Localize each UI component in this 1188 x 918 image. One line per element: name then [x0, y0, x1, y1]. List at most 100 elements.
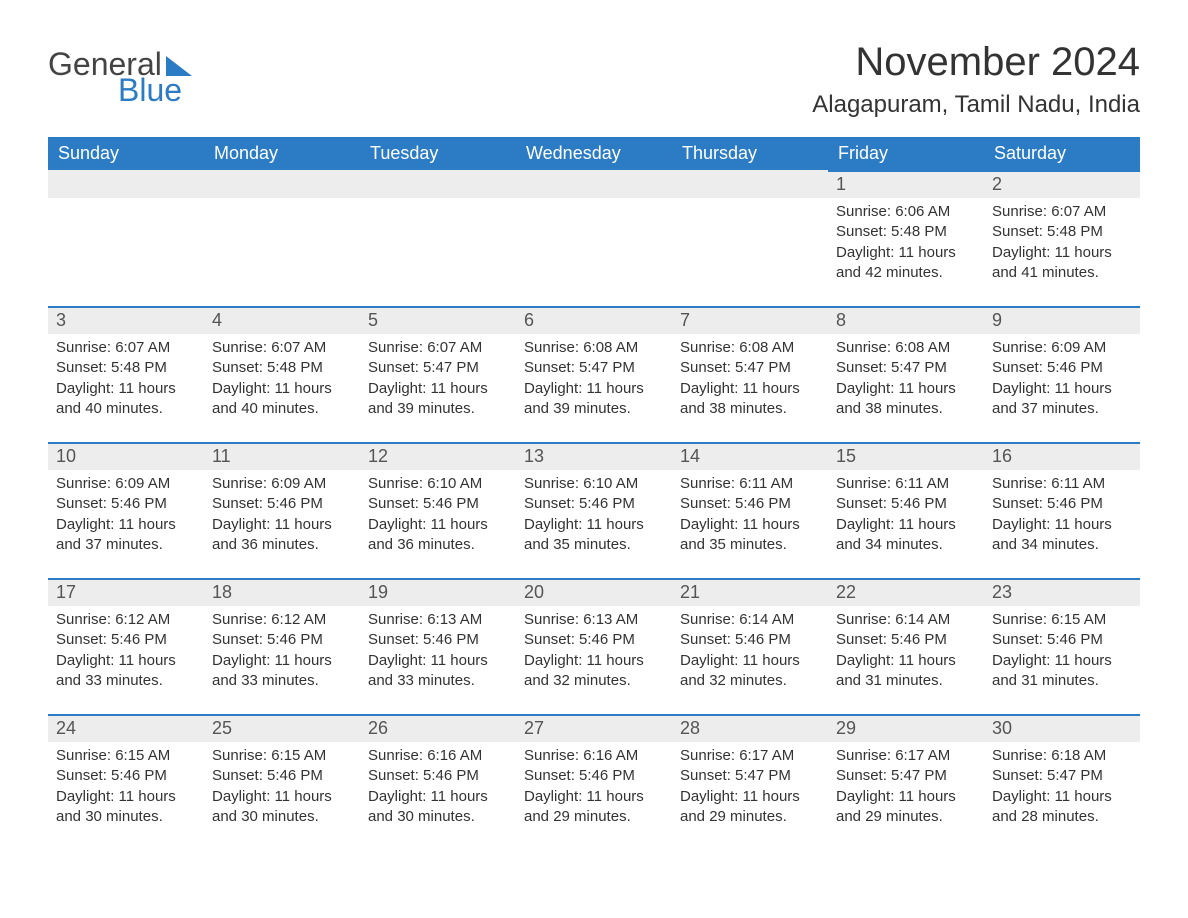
daylight-label: Daylight:: [524, 516, 587, 533]
calendar-cell: 24Sunrise: 6:15 AMSunset: 5:46 PMDayligh…: [48, 714, 204, 850]
sunrise-label: Sunrise:: [524, 339, 583, 356]
calendar-cell: 30Sunrise: 6:18 AMSunset: 5:47 PMDayligh…: [984, 714, 1140, 850]
sunrise-label: Sunrise:: [836, 203, 895, 220]
location-subtitle: Alagapuram, Tamil Nadu, India: [812, 91, 1140, 119]
day-number-bar: 11: [204, 442, 360, 470]
sunset-label: Sunset:: [524, 495, 579, 512]
header: General Blue November 2024 Alagapuram, T…: [48, 40, 1140, 119]
sunrise-value: 6:12 AM: [115, 611, 170, 628]
calendar-week: 17Sunrise: 6:12 AMSunset: 5:46 PMDayligh…: [48, 578, 1140, 714]
sunrise-value: 6:16 AM: [583, 747, 638, 764]
day-body: Sunrise: 6:07 AMSunset: 5:47 PMDaylight:…: [360, 334, 516, 427]
daylight-label: Daylight:: [524, 788, 587, 805]
calendar-cell: 4Sunrise: 6:07 AMSunset: 5:48 PMDaylight…: [204, 306, 360, 442]
calendar-cell: 20Sunrise: 6:13 AMSunset: 5:46 PMDayligh…: [516, 578, 672, 714]
day-body: Sunrise: 6:15 AMSunset: 5:46 PMDaylight:…: [48, 742, 204, 835]
day-number-bar: 20: [516, 578, 672, 606]
sunset-value: 5:47 PM: [891, 767, 947, 784]
sunset-value: 5:46 PM: [111, 767, 167, 784]
calendar-week: 10Sunrise: 6:09 AMSunset: 5:46 PMDayligh…: [48, 442, 1140, 578]
sunset-label: Sunset:: [836, 495, 891, 512]
sunrise-label: Sunrise:: [368, 611, 427, 628]
day-number-bar: 30: [984, 714, 1140, 742]
sunset-value: 5:46 PM: [1047, 359, 1103, 376]
sunrise-label: Sunrise:: [212, 475, 271, 492]
day-body: Sunrise: 6:16 AMSunset: 5:46 PMDaylight:…: [516, 742, 672, 835]
sunset-label: Sunset:: [212, 631, 267, 648]
sunrise-label: Sunrise:: [680, 339, 739, 356]
calendar-body: 1Sunrise: 6:06 AMSunset: 5:48 PMDaylight…: [48, 170, 1140, 850]
day-body: Sunrise: 6:08 AMSunset: 5:47 PMDaylight:…: [828, 334, 984, 427]
daylight-label: Daylight:: [56, 788, 119, 805]
calendar-cell: 18Sunrise: 6:12 AMSunset: 5:46 PMDayligh…: [204, 578, 360, 714]
daylight-label: Daylight:: [680, 788, 743, 805]
calendar-cell: 11Sunrise: 6:09 AMSunset: 5:46 PMDayligh…: [204, 442, 360, 578]
sunrise-label: Sunrise:: [56, 747, 115, 764]
sunset-value: 5:48 PM: [1047, 223, 1103, 240]
sunset-label: Sunset:: [836, 631, 891, 648]
sunset-label: Sunset:: [212, 495, 267, 512]
sunrise-label: Sunrise:: [680, 611, 739, 628]
day-body: Sunrise: 6:07 AMSunset: 5:48 PMDaylight:…: [204, 334, 360, 427]
daylight-label: Daylight:: [992, 788, 1055, 805]
sunset-label: Sunset:: [56, 631, 111, 648]
calendar-cell: 12Sunrise: 6:10 AMSunset: 5:46 PMDayligh…: [360, 442, 516, 578]
sunset-label: Sunset:: [368, 631, 423, 648]
sunset-label: Sunset:: [524, 359, 579, 376]
calendar-cell: [360, 170, 516, 306]
sunset-value: 5:46 PM: [735, 631, 791, 648]
sunset-label: Sunset:: [56, 767, 111, 784]
daylight-label: Daylight:: [368, 788, 431, 805]
sunrise-value: 6:17 AM: [739, 747, 794, 764]
day-header: Sunday: [48, 137, 204, 170]
sunset-label: Sunset:: [368, 359, 423, 376]
daylight-label: Daylight:: [368, 652, 431, 669]
calendar-cell: 27Sunrise: 6:16 AMSunset: 5:46 PMDayligh…: [516, 714, 672, 850]
sunrise-value: 6:07 AM: [115, 339, 170, 356]
day-number-bar: [360, 170, 516, 198]
day-number-bar: 5: [360, 306, 516, 334]
day-number-bar: 23: [984, 578, 1140, 606]
sunrise-label: Sunrise:: [992, 475, 1051, 492]
sunset-label: Sunset:: [992, 495, 1047, 512]
sunset-label: Sunset:: [56, 495, 111, 512]
daylight-label: Daylight:: [368, 380, 431, 397]
sunrise-label: Sunrise:: [56, 475, 115, 492]
calendar-cell: 5Sunrise: 6:07 AMSunset: 5:47 PMDaylight…: [360, 306, 516, 442]
sunrise-label: Sunrise:: [212, 747, 271, 764]
sunrise-label: Sunrise:: [680, 475, 739, 492]
sunset-value: 5:46 PM: [579, 495, 635, 512]
day-body: Sunrise: 6:06 AMSunset: 5:48 PMDaylight:…: [828, 198, 984, 291]
sunset-label: Sunset:: [680, 767, 735, 784]
day-number-bar: 14: [672, 442, 828, 470]
calendar-cell: 28Sunrise: 6:17 AMSunset: 5:47 PMDayligh…: [672, 714, 828, 850]
day-number-bar: 24: [48, 714, 204, 742]
calendar-cell: 9Sunrise: 6:09 AMSunset: 5:46 PMDaylight…: [984, 306, 1140, 442]
daylight-label: Daylight:: [992, 380, 1055, 397]
sunset-value: 5:46 PM: [891, 631, 947, 648]
sunrise-value: 6:07 AM: [1051, 203, 1106, 220]
day-number-bar: 13: [516, 442, 672, 470]
day-number-bar: 7: [672, 306, 828, 334]
day-body: Sunrise: 6:16 AMSunset: 5:46 PMDaylight:…: [360, 742, 516, 835]
sunrise-label: Sunrise:: [836, 747, 895, 764]
sunrise-value: 6:18 AM: [1051, 747, 1106, 764]
day-number-bar: 12: [360, 442, 516, 470]
sunrise-label: Sunrise:: [524, 611, 583, 628]
sunrise-value: 6:10 AM: [583, 475, 638, 492]
day-body: Sunrise: 6:17 AMSunset: 5:47 PMDaylight:…: [672, 742, 828, 835]
day-number-bar: 21: [672, 578, 828, 606]
sunset-value: 5:48 PM: [111, 359, 167, 376]
brand-text-2: Blue: [118, 74, 192, 106]
sunset-label: Sunset:: [680, 359, 735, 376]
sunrise-value: 6:06 AM: [895, 203, 950, 220]
day-number-bar: 10: [48, 442, 204, 470]
daylight-label: Daylight:: [212, 380, 275, 397]
day-body: Sunrise: 6:07 AMSunset: 5:48 PMDaylight:…: [984, 198, 1140, 291]
sunrise-label: Sunrise:: [524, 475, 583, 492]
calendar-cell: [204, 170, 360, 306]
day-number-bar: 2: [984, 170, 1140, 198]
day-number-bar: [516, 170, 672, 198]
calendar-cell: 2Sunrise: 6:07 AMSunset: 5:48 PMDaylight…: [984, 170, 1140, 306]
sunrise-value: 6:12 AM: [271, 611, 326, 628]
